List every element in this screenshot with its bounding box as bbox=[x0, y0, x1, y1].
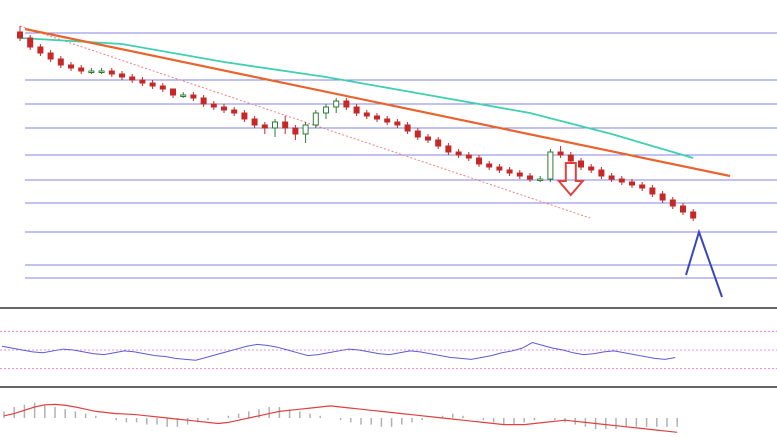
candle-body bbox=[302, 124, 309, 135]
macd-signal-line bbox=[3, 403, 678, 433]
candle-body bbox=[598, 169, 605, 177]
candle-body bbox=[251, 118, 258, 126]
candle-body bbox=[680, 205, 686, 213]
candle-body bbox=[200, 97, 207, 105]
candle-body bbox=[170, 88, 176, 96]
candle-body bbox=[404, 124, 411, 132]
candle-body bbox=[506, 169, 513, 174]
candle-body bbox=[527, 175, 533, 180]
candle-body bbox=[486, 163, 493, 168]
candle-body bbox=[323, 106, 329, 114]
candle-body bbox=[261, 124, 268, 129]
projection-line bbox=[685, 228, 723, 298]
candle-body bbox=[312, 112, 319, 126]
candle-body bbox=[578, 160, 584, 168]
price-panel bbox=[0, 25, 777, 309]
candle-body bbox=[98, 70, 105, 73]
candle-body bbox=[374, 115, 380, 120]
rsi-line bbox=[1, 341, 676, 361]
candle-body bbox=[608, 175, 615, 180]
candle-body bbox=[445, 145, 452, 153]
candle-body bbox=[465, 154, 472, 159]
candle-body bbox=[659, 193, 666, 201]
candle-body bbox=[108, 70, 115, 75]
candle-body bbox=[88, 70, 95, 73]
candle-body bbox=[27, 37, 34, 48]
candle-body bbox=[221, 106, 227, 111]
candle-body bbox=[210, 103, 217, 108]
candle-body bbox=[363, 112, 370, 117]
candle-body bbox=[649, 187, 656, 195]
candle-body bbox=[639, 184, 646, 189]
candle-body bbox=[353, 106, 360, 114]
candle-body bbox=[476, 157, 482, 165]
candle-body bbox=[37, 46, 44, 54]
candle-body bbox=[343, 100, 350, 108]
candle-body bbox=[629, 181, 635, 186]
candle-body bbox=[557, 151, 564, 156]
candle-body bbox=[272, 121, 278, 129]
candle-body bbox=[68, 64, 74, 69]
signal-arrow-down bbox=[556, 162, 585, 197]
candle-body bbox=[47, 52, 54, 60]
candle-body bbox=[435, 139, 442, 147]
candle-body bbox=[129, 76, 136, 81]
candle-body bbox=[149, 82, 156, 87]
trend-line bbox=[24, 27, 731, 178]
moving-average-line bbox=[19, 37, 694, 159]
candle-body bbox=[618, 178, 625, 183]
candle-body bbox=[119, 73, 125, 78]
support-line bbox=[19, 25, 591, 219]
candle-body bbox=[231, 109, 238, 114]
candle-body bbox=[496, 166, 503, 171]
candle-body bbox=[547, 151, 554, 180]
candle-body bbox=[588, 166, 595, 171]
candle-body bbox=[333, 100, 340, 108]
candle-body bbox=[180, 94, 187, 97]
candle-body bbox=[384, 118, 391, 123]
candle-body bbox=[669, 199, 676, 207]
candle-body bbox=[455, 151, 462, 156]
candle-body bbox=[394, 121, 401, 126]
rsi-panel bbox=[0, 330, 777, 388]
candle-body bbox=[78, 67, 85, 72]
macd-panel bbox=[3, 402, 678, 433]
candle-body bbox=[190, 94, 197, 99]
candle-body bbox=[537, 178, 544, 181]
candle-body bbox=[425, 136, 431, 141]
candle-body bbox=[159, 85, 166, 90]
candle-body bbox=[516, 172, 523, 177]
candle-body bbox=[282, 121, 289, 129]
candle-body bbox=[567, 154, 574, 162]
candle-body bbox=[292, 127, 299, 135]
candle-body bbox=[57, 58, 64, 66]
candle-body bbox=[690, 211, 697, 219]
candle-body bbox=[139, 79, 146, 84]
candle-body bbox=[414, 130, 421, 138]
candle-body bbox=[17, 31, 23, 39]
candle-body bbox=[241, 112, 248, 120]
